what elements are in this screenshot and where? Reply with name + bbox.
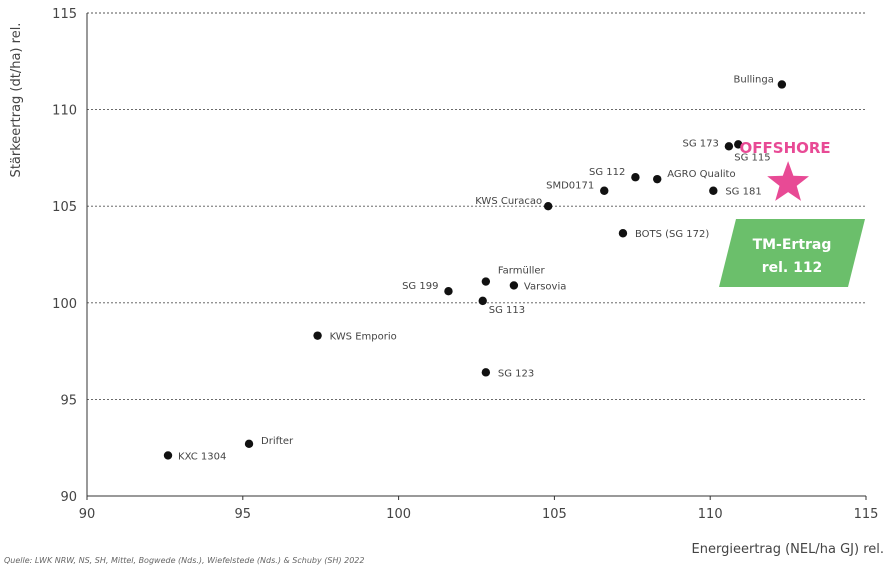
y-tick-label: 110 [52,104,77,119]
x-tick-label: 90 [79,507,96,522]
point-label: SG 173 [683,138,719,149]
y-tick-label: 95 [60,393,77,408]
data-point [618,229,628,238]
y-tick-label: 115 [52,7,77,22]
data-point [478,296,487,306]
data-point [163,451,173,460]
y-axis-title: Stärkeertrag (dt/ha) rel. [9,23,24,178]
source-note: Quelle: LWK NRW, NS, SH, Mittel, Bogwede… [4,556,364,565]
x-tick-label: 105 [542,507,567,522]
y-tick-label: 90 [60,490,77,505]
point-label: SMD0171 [546,181,594,192]
point-label: Bullinga [734,74,774,85]
grid-lines [87,12,866,400]
point-label: Farmüller [498,266,546,277]
x-tick-labels: 90 95 100 105 110 115 [79,496,879,522]
point-label: SG 181 [725,187,761,198]
x-tick-label: 115 [854,507,879,522]
y-tick-label: 105 [52,200,77,215]
data-point [734,140,743,149]
data-point [653,174,662,184]
point-label: BOTS (SG 172) [635,229,709,240]
data-point [444,287,453,296]
data-points: KXC 1304 Drifter KWS Emporio SG 199 Farmülle… [163,74,787,462]
offshore-star-marker [767,161,809,201]
offshore-highlight: OFFSHORE [740,139,831,201]
data-point [481,368,491,377]
data-point [543,202,553,211]
point-label: Drifter [261,436,294,447]
y-tick-label: 100 [52,297,77,312]
tm-ertrag-value: rel. 112 [762,260,823,276]
data-point [709,186,718,195]
point-label: KXC 1304 [178,451,226,462]
data-point [509,281,519,290]
tm-ertrag-label: TM-Ertrag [753,237,832,253]
tm-ertrag-annotation: TM-Ertrag rel. 112 [719,219,865,287]
point-label: AGRO Qualito [667,169,735,180]
data-point [631,173,640,182]
data-point [244,439,254,449]
point-label: SG 113 [489,305,525,316]
offshore-label: OFFSHORE [740,139,831,157]
data-point [724,142,734,151]
point-label: SG 123 [498,368,534,379]
point-label: KWS Emporio [330,332,397,343]
point-label: KWS Curacao [475,196,542,207]
data-point [481,277,491,286]
tm-ertrag-parallelogram [719,219,865,287]
x-tick-label: 110 [698,507,723,522]
data-point [600,186,609,195]
x-tick-label: 100 [386,507,411,522]
data-point [313,331,322,340]
point-label: SG 199 [402,281,438,292]
point-label: Varsovia [524,281,566,292]
data-point [777,80,787,89]
point-label: SG 115 [734,152,770,163]
x-tick-label: 95 [235,507,252,522]
point-label: SG 112 [589,167,625,178]
x-axis-title: Energieertrag (NEL/ha GJ) rel. [692,542,884,557]
y-tick-labels: 90 95 100 105 110 115 [52,7,77,505]
